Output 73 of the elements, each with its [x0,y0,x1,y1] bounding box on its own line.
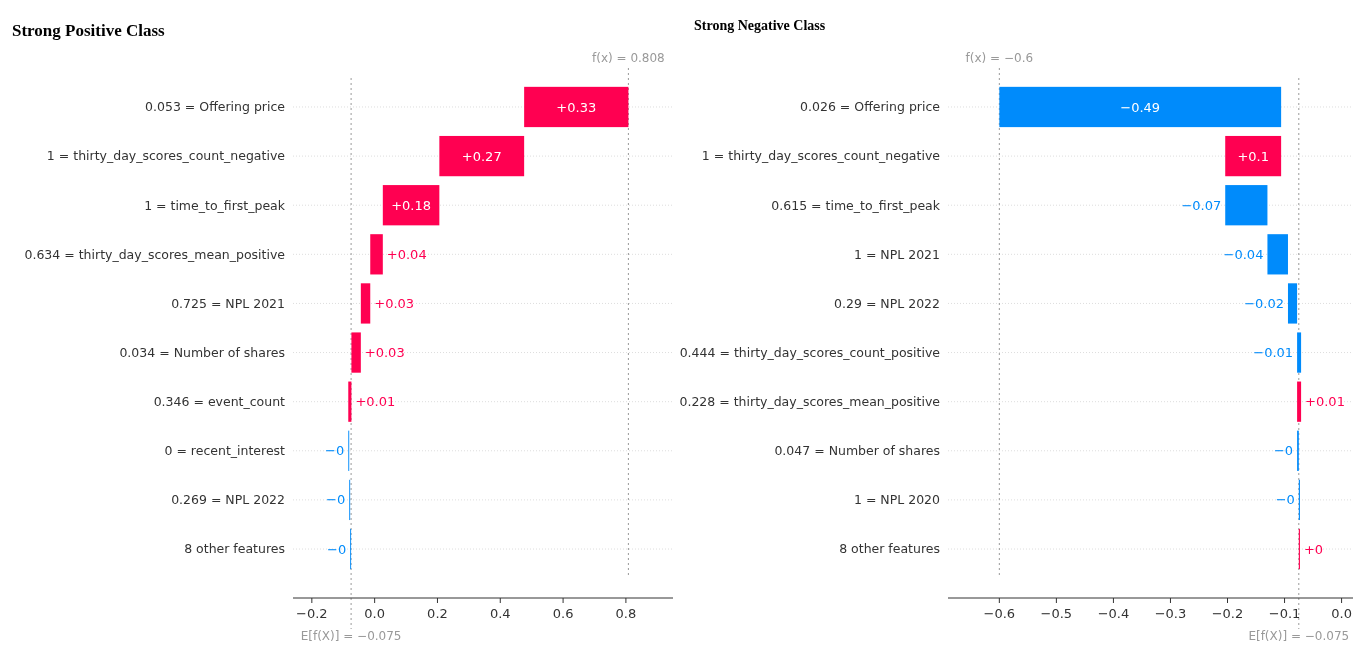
data-label: −0 [326,492,346,508]
y-tick-label: 0.29 = NPL 2022 [834,295,940,311]
ref-line-label: f(x) = −0.6 [965,51,1034,65]
x-tick-label: −0.2 [1211,606,1244,621]
ref-line-label: E[f(X)] = −0.075 [300,629,402,643]
bar [999,86,1282,128]
data-label: −0.02 [1244,295,1284,311]
data-label: +0.33 [556,99,597,115]
bar [524,86,629,128]
x-tick-label: 0.0 [1331,606,1352,621]
y-tick-label: 0.615 = time_to_first_peak [771,197,941,213]
data-label: +0.01 [1305,394,1345,410]
x-tick-label: −0.1 [1268,606,1301,621]
y-tick-label: 0.444 = thirty_day_scores_count_positive [679,344,941,360]
y-tick-label: 1 = NPL 2021 [853,246,940,262]
x-tick-label: −0.5 [1040,606,1073,621]
data-label: +0.18 [391,197,431,213]
data-label: −0 [1275,492,1295,508]
x-tick-label: −0.4 [1097,606,1130,621]
data-label: −0 [325,443,345,459]
data-label: −0.07 [1181,197,1222,213]
data-label: +0.01 [355,394,396,410]
bar [1267,234,1288,275]
x-tick-label: 0.6 [552,606,574,621]
bar [382,185,440,226]
ref-line-label: E[f(X)] = −0.075 [1248,629,1350,643]
data-label: −0 [326,541,347,557]
y-tick-label: 0.047 = Number of shares [774,443,940,459]
y-tick-label: 1 = NPL 2020 [853,492,941,508]
y-tick-label: 8 other features [184,541,285,557]
y-tick-label: 1 = time_to_first_peak [144,197,286,213]
data-label: +0.1 [1237,148,1269,164]
y-tick-label: 0.269 = NPL 2022 [171,492,285,508]
bar [1297,381,1302,422]
data-label: −0 [1273,443,1294,459]
bar [360,283,371,324]
text: Strong Positive Class [12,21,166,40]
data-label: +0.03 [364,345,405,361]
x-tick-label: 0.8 [615,606,637,621]
ref-line-label: f(x) = 0.808 [592,51,665,65]
y-tick-label: 8 other features [839,541,940,557]
bar [439,135,525,177]
x-tick-label: 0.2 [427,606,448,621]
data-label: +0 [1303,541,1324,557]
y-tick-label: 1 = thirty_day_scores_count_negative [46,148,286,164]
text: Strong Negative Class [694,18,826,33]
bar [370,234,383,275]
data-label: −0.49 [1120,99,1161,115]
bar [1297,332,1302,373]
bar [1287,283,1298,324]
x-tick-label: 0.4 [489,606,511,621]
bar [1225,135,1282,177]
y-tick-label: 0.228 = thirty_day_scores_mean_positive [679,394,941,410]
y-tick-label: 1 = thirty_day_scores_count_negative [701,148,941,164]
y-tick-label: 0.053 = Offering price [145,99,286,115]
bar [348,381,352,422]
y-tick-label: 0.346 = event_count [153,394,286,410]
y-tick-label: 0.634 = thirty_day_scores_mean_positive [24,246,286,262]
y-tick-label: 0.725 = NPL 2021 [171,295,285,311]
bar [1225,185,1268,226]
data-label: +0.04 [386,246,427,262]
y-tick-label: 0 = recent_interest [164,443,286,459]
data-label: +0.03 [374,295,415,311]
data-label: −0.04 [1223,246,1264,262]
x-tick-label: 0.0 [364,606,385,621]
x-tick-label: −0.6 [983,606,1016,621]
bar [351,332,361,373]
y-tick-label: 0.034 = Number of shares [119,344,285,360]
data-label: −0.01 [1253,345,1294,361]
data-label: +0.27 [461,148,502,164]
x-tick-label: −0.2 [296,606,328,621]
x-tick-label: −0.3 [1154,606,1187,621]
y-tick-label: 0.026 = Offering price [800,99,941,115]
